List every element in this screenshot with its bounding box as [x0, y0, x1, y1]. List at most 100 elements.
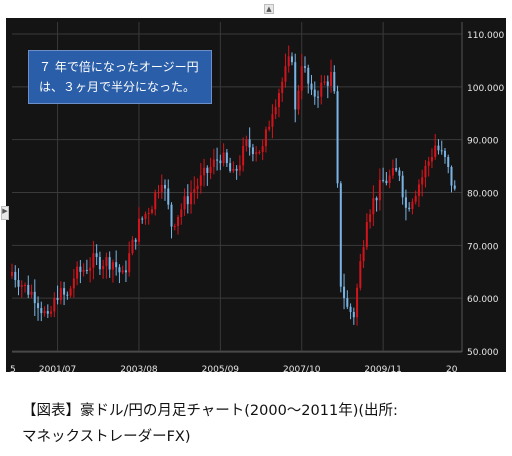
candle-body [37, 303, 40, 309]
candle-body [63, 288, 66, 295]
candle-body [258, 152, 261, 154]
candle-body [124, 270, 127, 273]
candle-body [115, 262, 118, 268]
caption-line-1: 【図表】豪ドル/円の月足チャート(2000〜2011年)(出所: [22, 403, 398, 419]
candle-body [118, 267, 121, 273]
candle-body [271, 114, 274, 127]
candle-body [281, 81, 284, 93]
candle-body [414, 195, 417, 202]
candle-body [144, 213, 147, 220]
candle-body [40, 308, 43, 314]
candle-body [196, 185, 199, 190]
y-tick-label: 70.000 [467, 242, 499, 252]
candle-body [336, 91, 339, 184]
candles [10, 45, 456, 326]
candle-body [277, 92, 280, 108]
candle-body [79, 266, 82, 272]
candle-body [225, 152, 228, 164]
candle-body [268, 126, 271, 130]
candle-body [440, 150, 443, 152]
candle-body [320, 82, 323, 97]
candle-body [105, 257, 108, 266]
candle-body [339, 183, 342, 287]
candle-body [177, 216, 180, 226]
candle-body [33, 291, 36, 304]
candle-body [238, 165, 241, 171]
candle-body [453, 185, 456, 189]
candle-body [193, 189, 196, 193]
candle-body [274, 107, 277, 115]
candle-body [59, 288, 62, 300]
candle-body [326, 81, 329, 86]
candle-body [323, 81, 326, 83]
candle-body [424, 165, 427, 178]
annotation-line-2: は、３ヶ月で半分になった。 [39, 80, 196, 94]
candle-body [128, 253, 131, 273]
candle-body [330, 71, 333, 86]
y-tick-label: 110.000 [467, 31, 504, 41]
candle-body [85, 269, 88, 271]
candle-body [209, 166, 212, 173]
candle-body [111, 262, 114, 270]
candle-body [385, 180, 388, 184]
candle-body [300, 66, 303, 91]
candle-body [245, 139, 248, 146]
candle-body [450, 167, 453, 186]
candle-body [82, 269, 85, 272]
candle-body [17, 280, 20, 287]
y-tick-label: 100.000 [467, 84, 504, 94]
candle-body [72, 278, 75, 289]
candle-body [333, 71, 336, 92]
candle-body [180, 209, 183, 217]
x-tick-label: 2005/09 [202, 365, 240, 372]
candle-body [229, 163, 232, 171]
candle-body [46, 311, 49, 314]
candle-body [398, 170, 401, 176]
candle-body [160, 184, 163, 193]
candle-body [95, 253, 98, 258]
caption-line-2: マネックストレーダーFX) [22, 429, 191, 445]
candle-body [408, 207, 411, 209]
candle-body [264, 129, 267, 147]
candle-body [186, 196, 189, 205]
candle-body [134, 239, 137, 242]
scroll-up-handle[interactable]: ▲ [264, 4, 274, 14]
candle-body [235, 168, 238, 171]
candle-body [401, 175, 404, 198]
candle-body [388, 175, 391, 184]
candle-body [317, 96, 320, 98]
candle-body [447, 156, 450, 168]
x-edge-label: 20 [446, 365, 458, 372]
candle-body [10, 271, 14, 276]
candle-body [190, 192, 193, 205]
candle-body [216, 159, 219, 161]
candle-body [242, 145, 245, 166]
candle-body [378, 179, 381, 201]
candle-body [199, 175, 202, 186]
candle-body [313, 89, 316, 97]
candle-body [417, 184, 420, 196]
candle-body [294, 62, 297, 110]
figure-caption: 【図表】豪ドル/円の月足チャート(2000〜2011年)(出所: マネックストレ… [22, 398, 492, 450]
candle-body [219, 160, 222, 164]
candle-body [427, 161, 430, 166]
candle-body [98, 257, 101, 270]
candle-body [346, 298, 349, 307]
candle-body [404, 197, 407, 208]
scroll-left-handle[interactable]: ▶ [1, 206, 9, 220]
candle-body [173, 225, 176, 227]
candle-body [411, 201, 414, 209]
candle-body [203, 167, 206, 176]
x-tick-label: 2009/11 [364, 365, 401, 372]
candle-body [443, 150, 446, 157]
candle-body [307, 67, 310, 84]
candle-body [303, 66, 307, 68]
candle-body [251, 147, 254, 155]
candle-body [20, 285, 23, 287]
candle-body [102, 265, 105, 270]
x-tick-label: 2001/07 [39, 365, 76, 372]
y-tick-label: 50.000 [467, 348, 499, 358]
y-tick-label: 90.000 [467, 137, 499, 147]
candle-body [167, 188, 170, 205]
x-tick-label: 2007/10 [283, 365, 321, 372]
